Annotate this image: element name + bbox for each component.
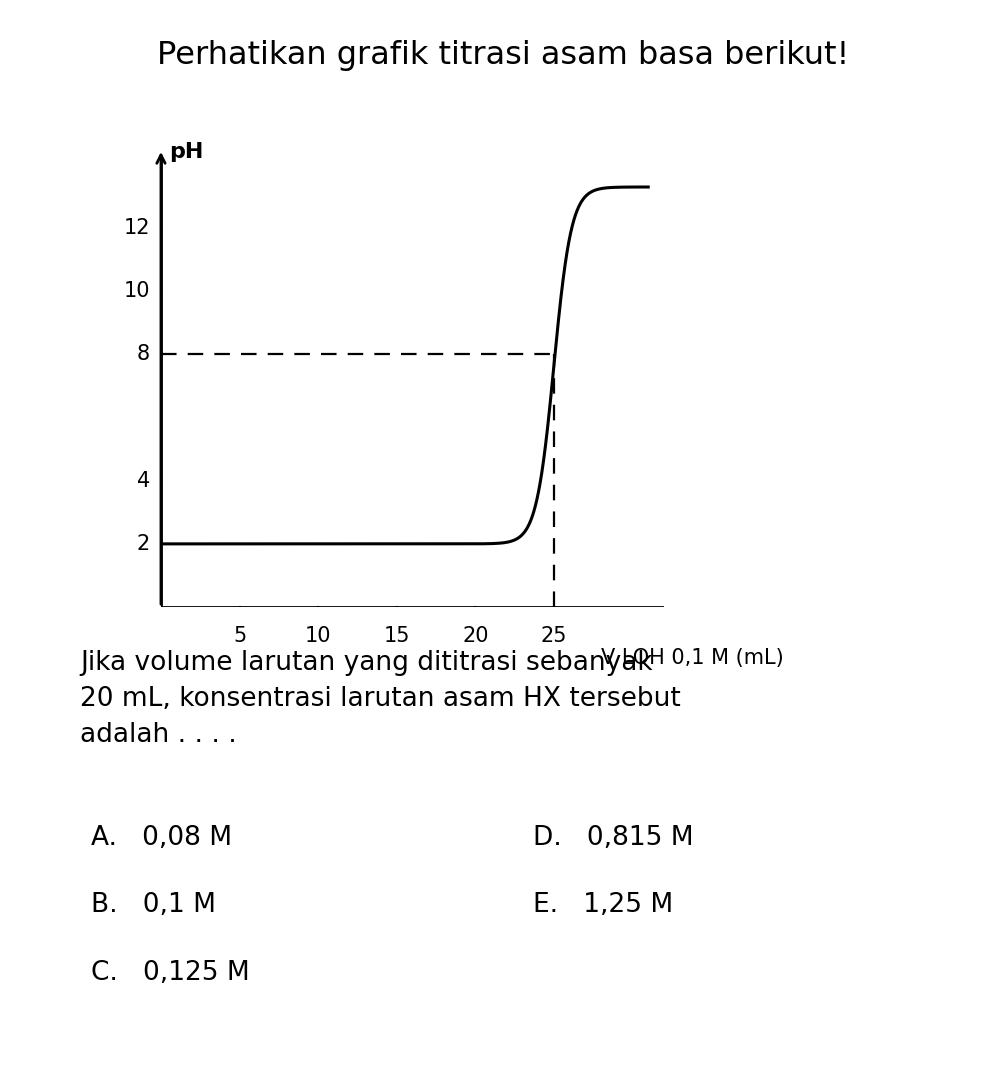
Text: E.   1,25 M: E. 1,25 M bbox=[533, 892, 673, 918]
Text: 8: 8 bbox=[137, 344, 150, 364]
Text: Jika volume larutan yang dititrasi sebanyak
20 mL, konsentrasi larutan asam HX t: Jika volume larutan yang dititrasi seban… bbox=[80, 650, 681, 748]
Text: Perhatikan grafik titrasi asam basa berikut!: Perhatikan grafik titrasi asam basa beri… bbox=[157, 40, 849, 71]
Text: A.   0,08 M: A. 0,08 M bbox=[91, 825, 231, 851]
Text: 4: 4 bbox=[137, 471, 150, 491]
Text: B.   0,1 M: B. 0,1 M bbox=[91, 892, 215, 918]
Text: 20: 20 bbox=[462, 626, 489, 646]
Text: D.   0,815 M: D. 0,815 M bbox=[533, 825, 694, 851]
Text: pH: pH bbox=[169, 142, 203, 162]
Text: 15: 15 bbox=[383, 626, 410, 646]
Text: V LOH 0,1 M (mL): V LOH 0,1 M (mL) bbox=[601, 649, 784, 668]
Text: 12: 12 bbox=[124, 218, 150, 239]
Text: 10: 10 bbox=[305, 626, 331, 646]
Text: 10: 10 bbox=[124, 281, 150, 301]
Text: 2: 2 bbox=[137, 534, 150, 554]
Text: 5: 5 bbox=[233, 626, 246, 646]
Text: 25: 25 bbox=[540, 626, 567, 646]
Text: C.   0,125 M: C. 0,125 M bbox=[91, 960, 249, 985]
